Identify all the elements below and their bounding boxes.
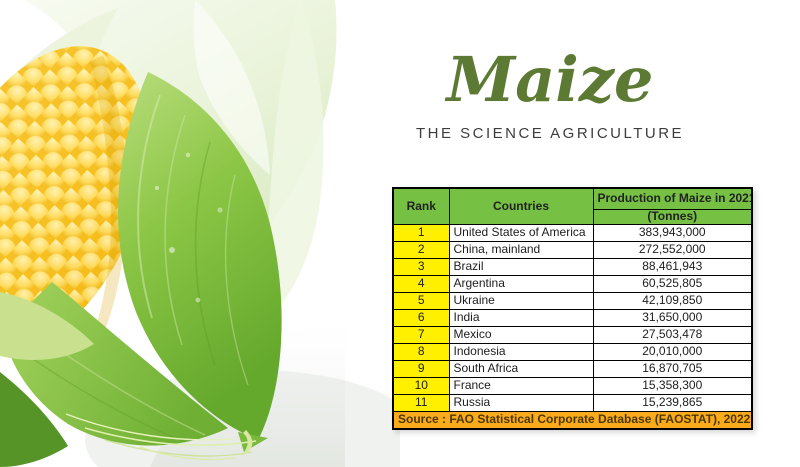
country-cell: United States of America (448, 223, 594, 242)
table-row: 6 India 31,650,000 (392, 308, 753, 327)
rank-cell: 8 (392, 342, 450, 361)
country-cell: Indonesia (448, 342, 594, 361)
table-row: 1 United States of America 383,943,000 (392, 223, 753, 242)
production-cell: 27,503,478 (592, 325, 753, 344)
country-cell: South Africa (448, 359, 594, 378)
production-table: Rank Countries Production of Maize in 20… (392, 187, 753, 430)
column-header-rank: Rank (392, 187, 450, 225)
production-cell: 88,461,943 (592, 257, 753, 276)
country-cell: China, mainland (448, 240, 594, 259)
production-table-wrap: Rank Countries Production of Maize in 20… (392, 187, 753, 430)
page-subtitle: THE SCIENCE AGRICULTURE (415, 124, 685, 142)
production-cell: 20,010,000 (592, 342, 753, 361)
production-cell: 42,109,850 (592, 291, 753, 310)
table-row: 5 Ukraine 42,109,850 (392, 291, 753, 310)
table-row: 2 China, mainland 272,552,000 (392, 240, 753, 259)
table-row: 11 Russia 15,239,865 (392, 393, 753, 412)
rank-cell: 3 (392, 257, 450, 276)
country-cell: India (448, 308, 594, 327)
table-row: 9 South Africa 16,870,705 (392, 359, 753, 378)
production-cell: 272,552,000 (592, 240, 753, 259)
rank-cell: 5 (392, 291, 450, 310)
country-cell: Argentina (448, 274, 594, 293)
table-body: 1 United States of America 383,943,000 2… (392, 223, 753, 412)
production-cell: 15,358,300 (592, 376, 753, 395)
country-cell: Ukraine (448, 291, 594, 310)
table-source: Source : FAO Statistical Corporate Datab… (392, 410, 753, 430)
table-row: 3 Brazil 88,461,943 (392, 257, 753, 276)
rank-cell: 7 (392, 325, 450, 344)
production-cell: 16,870,705 (592, 359, 753, 378)
table-row: 7 Mexico 27,503,478 (392, 325, 753, 344)
rank-cell: 2 (392, 240, 450, 259)
country-cell: Brazil (448, 257, 594, 276)
production-cell: 60,525,805 (592, 274, 753, 293)
production-cell: 383,943,000 (592, 223, 753, 242)
rank-cell: 9 (392, 359, 450, 378)
table-row: 4 Argentina 60,525,805 (392, 274, 753, 293)
corn-photo (0, 0, 400, 467)
country-cell: France (448, 376, 594, 395)
column-header-production-unit: (Tonnes) (592, 209, 753, 225)
country-cell: Mexico (448, 325, 594, 344)
rank-cell: 4 (392, 274, 450, 293)
production-cell: 31,650,000 (592, 308, 753, 327)
rank-cell: 10 (392, 376, 450, 395)
column-header-production: Production of Maize in 2021 (592, 187, 753, 210)
production-cell: 15,239,865 (592, 393, 753, 412)
table-row: 8 Indonesia 20,010,000 (392, 342, 753, 361)
rank-cell: 11 (392, 393, 450, 412)
rank-cell: 1 (392, 223, 450, 242)
country-cell: Russia (448, 393, 594, 412)
table-row: 10 France 15,358,300 (392, 376, 753, 395)
brand-block: Maize THE SCIENCE AGRICULTURE (380, 40, 720, 142)
rank-cell: 6 (392, 308, 450, 327)
column-header-countries: Countries (448, 187, 594, 225)
page-title: Maize (446, 43, 654, 116)
